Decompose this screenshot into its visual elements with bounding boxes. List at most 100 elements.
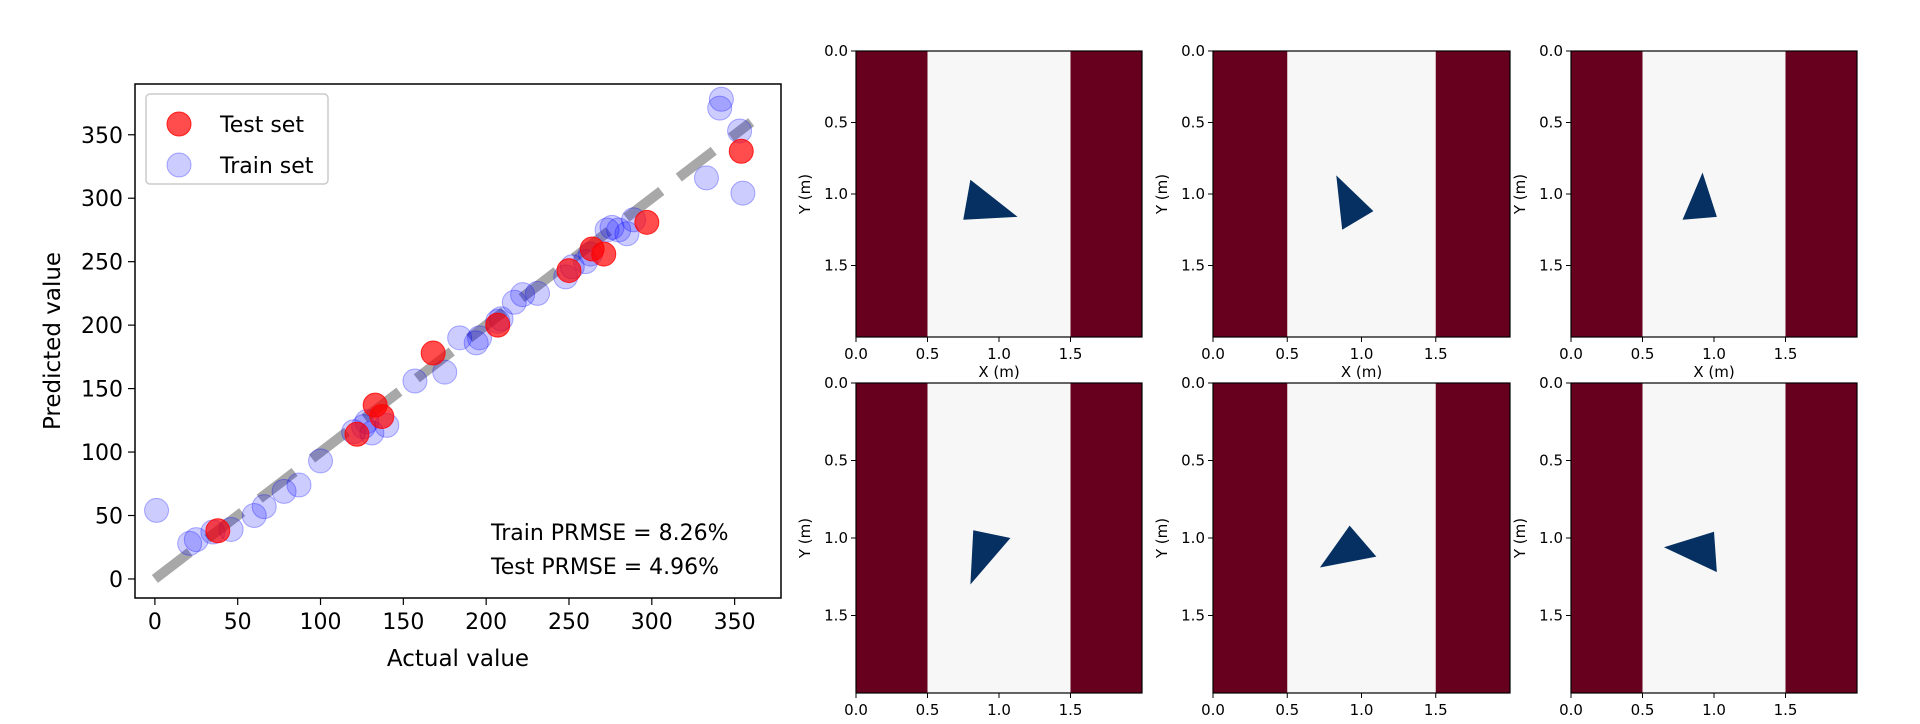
y-axis-label: Y (m) bbox=[796, 518, 814, 559]
legend-marker bbox=[166, 111, 192, 137]
test-point bbox=[485, 312, 511, 338]
x-tick-label: 0.0 bbox=[1201, 701, 1225, 719]
train-point bbox=[510, 282, 536, 308]
test-point bbox=[591, 241, 617, 267]
y-tick-label: 0.0 bbox=[1539, 374, 1563, 392]
x-tick-label: 0.5 bbox=[916, 345, 940, 363]
environment-panel-1: 0.0 0.5 1.0 1.5 0.0 0.5 1.0 1.5 X (m) Y (m) bbox=[796, 42, 1143, 381]
environment-panel-6: 0.00.51.01.50.00.51.01.5X (m)Y (m) bbox=[1511, 374, 1858, 724]
train-point bbox=[606, 217, 632, 243]
wall-region bbox=[1435, 383, 1510, 693]
train-point bbox=[599, 214, 625, 240]
wall-region bbox=[1435, 51, 1510, 337]
triangle-object bbox=[1663, 531, 1717, 573]
y-tick-label: 0.0 bbox=[824, 374, 848, 392]
x-tick-label: 1.0 bbox=[1350, 701, 1374, 719]
train-point bbox=[432, 359, 458, 385]
x-tick-label: 0.0 bbox=[844, 345, 868, 363]
y-tick-label: 300 bbox=[81, 187, 123, 212]
triangle-object bbox=[1336, 175, 1374, 230]
wall-region bbox=[1213, 51, 1288, 337]
x-tick-label: 0.0 bbox=[1201, 345, 1225, 363]
legend-marker bbox=[166, 152, 192, 178]
train-point bbox=[708, 86, 734, 112]
test-point bbox=[420, 340, 446, 366]
y-axis-label: Y (m) bbox=[1153, 174, 1171, 215]
train-point bbox=[241, 503, 267, 529]
wall-region bbox=[856, 51, 928, 337]
y-tick-label: 0.0 bbox=[1181, 42, 1205, 60]
x-tick-label: 1.0 bbox=[987, 345, 1011, 363]
triangle-object bbox=[963, 179, 1018, 220]
y-tick-label: 100 bbox=[81, 441, 123, 466]
y-tick-label: 150 bbox=[81, 378, 123, 403]
wall-region bbox=[1785, 383, 1857, 693]
train-point bbox=[525, 280, 551, 306]
test-point bbox=[205, 518, 231, 544]
x-tick-label: 100 bbox=[300, 610, 342, 635]
x-tick-label: 250 bbox=[548, 610, 590, 635]
y-tick-label: 1.5 bbox=[1181, 607, 1205, 625]
x-tick-label: 350 bbox=[714, 610, 756, 635]
triangle-object bbox=[1319, 525, 1377, 568]
y-tick-label: 1.5 bbox=[824, 607, 848, 625]
legend-label: Test set bbox=[219, 113, 304, 138]
train-point bbox=[730, 180, 756, 206]
test-point bbox=[556, 258, 582, 284]
y-axis-label: Y (m) bbox=[1511, 518, 1529, 559]
train-point bbox=[251, 494, 277, 520]
wall-region bbox=[1213, 383, 1288, 693]
y-axis-label: Y (m) bbox=[1511, 174, 1529, 215]
scatter-axes-frame bbox=[134, 83, 782, 599]
x-tick-label: 1.5 bbox=[1774, 701, 1798, 719]
y-tick-label: 0.5 bbox=[1539, 452, 1563, 470]
scatter-plot: 0 50 100 150 200 250 300 350 0 50 100 150 200 250 300 3… bbox=[40, 83, 782, 672]
train-point bbox=[308, 448, 334, 474]
y-axis-label: Y (m) bbox=[1153, 518, 1171, 559]
y-tick-label: 0.0 bbox=[1181, 374, 1205, 392]
wall-region bbox=[1070, 51, 1142, 337]
train-point bbox=[594, 217, 620, 243]
x-tick-label: 1.0 bbox=[987, 701, 1011, 719]
train-point bbox=[501, 289, 527, 315]
x-tick-label: 0.0 bbox=[844, 701, 868, 719]
y-tick-label: 1.5 bbox=[1539, 257, 1563, 275]
y-tick-label: 0 bbox=[109, 568, 123, 593]
x-tick-label: 300 bbox=[631, 610, 673, 635]
triangle-object bbox=[1682, 172, 1717, 220]
reference-line bbox=[151, 118, 755, 583]
train-point bbox=[463, 330, 489, 356]
y-tick-label: 0.0 bbox=[1539, 42, 1563, 60]
train-point bbox=[693, 165, 719, 191]
x-tick-label: 200 bbox=[465, 610, 507, 635]
train-point bbox=[447, 325, 473, 351]
train-point bbox=[286, 472, 312, 498]
wall-region bbox=[1571, 51, 1643, 337]
train-point bbox=[144, 497, 170, 523]
prmse-annotation: Train PRMSE = 8.26% bbox=[490, 521, 729, 546]
y-tick-label: 1.0 bbox=[1181, 529, 1205, 547]
x-tick-label: 0.5 bbox=[1631, 701, 1655, 719]
y-tick-label: 1.0 bbox=[1539, 185, 1563, 203]
y-tick-label: 0.5 bbox=[1181, 452, 1205, 470]
y-axis-label: Predicted value bbox=[40, 252, 66, 430]
environment-panel-3: 0.0 0.5 1.0 1.5 0.0 0.5 1.0 1.5 X (m) Y (m) bbox=[1511, 42, 1858, 381]
train-point bbox=[614, 221, 640, 247]
y-tick-label: 0.5 bbox=[824, 452, 848, 470]
y-axis-label: Y (m) bbox=[796, 174, 814, 215]
environment-panel-2: 0.0 0.5 1.0 1.5 0.0 0.5 1.0 1.5 X (m) Y (m) bbox=[1153, 42, 1511, 381]
legend-label: Train set bbox=[219, 154, 314, 179]
test-point bbox=[634, 209, 660, 235]
x-tick-label: 1.5 bbox=[1059, 345, 1083, 363]
x-tick-label: 150 bbox=[382, 610, 424, 635]
legend: Test set Train set bbox=[145, 93, 329, 185]
x-tick-label: 0.5 bbox=[1275, 345, 1299, 363]
wall-region bbox=[1571, 383, 1643, 693]
y-tick-label: 0.0 bbox=[824, 42, 848, 60]
wall-region bbox=[1070, 383, 1142, 693]
x-tick-label: 1.5 bbox=[1059, 701, 1083, 719]
y-tick-label: 350 bbox=[81, 124, 123, 149]
prmse-annotation: Test PRMSE = 4.96% bbox=[490, 555, 719, 580]
x-tick-label: 1.0 bbox=[1350, 345, 1374, 363]
x-axis-label: X (m) bbox=[1341, 363, 1382, 381]
